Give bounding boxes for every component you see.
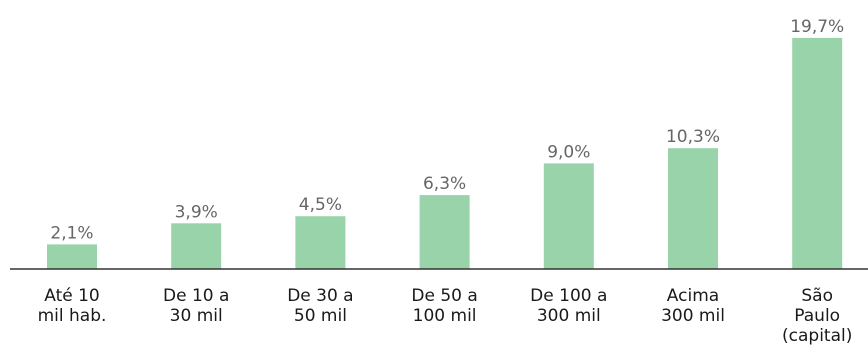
category-label-line: Acima: [667, 286, 719, 306]
category-label-line: 30 mil: [170, 306, 223, 326]
category-label: Acima 300 mil: [661, 286, 725, 326]
bar-value-label: 10,3%: [666, 127, 720, 147]
bar-value-label: 6,3%: [423, 174, 466, 194]
category-label-line: (capital): [782, 326, 852, 346]
category-label: São Paulo (capital): [782, 286, 852, 346]
category-label-line: Paulo: [794, 306, 840, 326]
bars-group: [47, 37, 843, 270]
bar: [668, 148, 718, 269]
bar: [419, 195, 470, 269]
bar: [792, 37, 843, 270]
category-label: De 50 a 100 mil: [411, 286, 477, 326]
category-label-line: Até 10: [44, 286, 100, 306]
category-label: Até 10 mil hab.: [38, 286, 107, 326]
bar-value-label: 19,7%: [790, 17, 844, 37]
category-label-line: De 10 a: [163, 286, 229, 306]
category-label-line: 100 mil: [413, 306, 477, 326]
category-label-line: De 50 a: [411, 286, 477, 306]
bar-value-label: 9,0%: [547, 142, 590, 162]
category-label-line: mil hab.: [38, 306, 107, 326]
category-label-line: 300 mil: [661, 306, 725, 326]
value-labels-group: 2,1% 3,9% 4,5% 6,3% 9,0% 10,3% 19,7%: [50, 17, 844, 243]
category-label-line: 50 mil: [294, 306, 347, 326]
category-label: De 100 a 300 mil: [530, 286, 607, 326]
category-label-line: 300 mil: [537, 306, 601, 326]
bar: [171, 223, 222, 269]
bar: [295, 216, 346, 269]
category-labels-group: Até 10 mil hab. De 10 a 30 mil De 30 a 50 mil…: [38, 286, 853, 346]
category-label-line: De 30 a: [287, 286, 353, 306]
category-label: De 30 a 50 mil: [287, 286, 353, 326]
bar-value-label: 2,1%: [50, 223, 93, 243]
category-label-line: São: [801, 286, 833, 306]
bar: [47, 244, 97, 269]
bar: [543, 163, 594, 269]
category-label: De 10 a 30 mil: [163, 286, 229, 326]
bar-value-label: 4,5%: [299, 195, 342, 215]
category-label-line: De 100 a: [530, 286, 607, 306]
bar-value-label: 3,9%: [175, 202, 218, 222]
